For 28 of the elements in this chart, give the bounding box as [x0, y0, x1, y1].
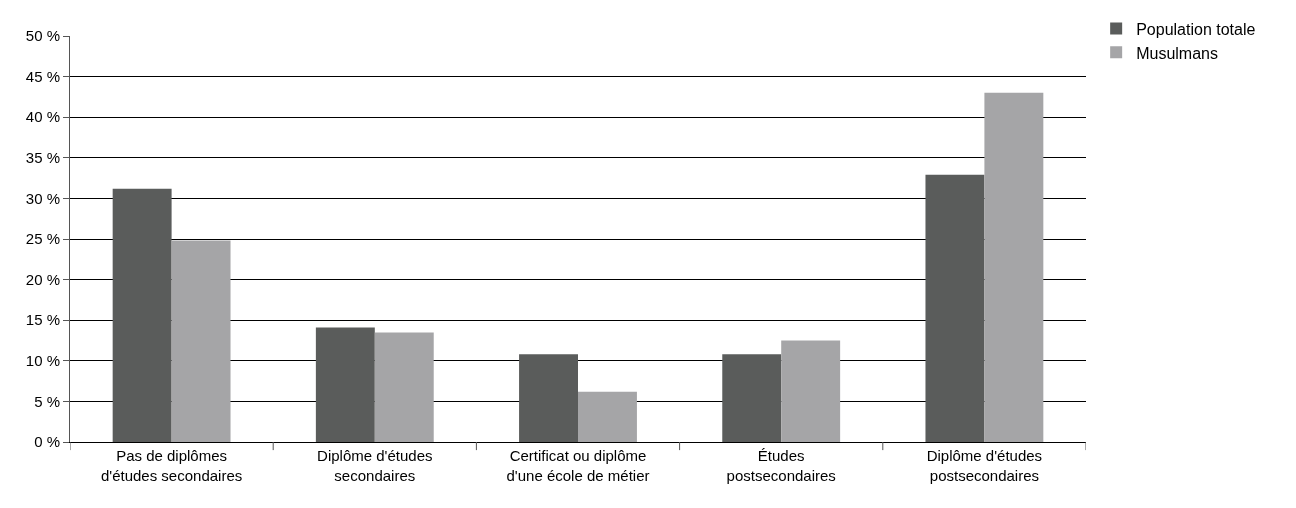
y-tick-label: 20 %: [25, 270, 60, 288]
y-tick-label: 30 %: [25, 189, 60, 207]
y-tick-label: 45 %: [25, 67, 60, 85]
legend-label: Population totale: [1136, 20, 1256, 38]
bar: [315, 327, 375, 442]
y-tick-label: 5 %: [34, 392, 60, 410]
bar: [374, 332, 434, 442]
y-tick-label: 15 %: [25, 311, 60, 329]
bar: [578, 391, 637, 442]
x-tick-label: Pas de diplômes d'études secondaires: [100, 447, 243, 484]
bar: [781, 340, 841, 442]
y-tick-label: 50 %: [25, 27, 60, 45]
x-tick-label: Diplôme d'études secondaires: [317, 447, 433, 484]
y-tick-label: 10 %: [25, 352, 60, 370]
bar: [171, 240, 231, 442]
bar: [925, 174, 985, 442]
legend-label: Musulmans: [1136, 44, 1218, 62]
y-tick-label: 25 %: [25, 230, 60, 248]
y-tick-label: 40 %: [25, 108, 60, 126]
x-tick-label: Diplôme d'études postsecondaires: [926, 447, 1043, 484]
bar: [519, 354, 578, 442]
x-tick-label: Certificat ou diplôme d'une école de métier: [506, 447, 650, 484]
x-tick-label: Études postsecondaires: [726, 447, 836, 484]
y-tick-label: 35 %: [25, 149, 60, 167]
bar: [722, 354, 782, 442]
bar: [984, 92, 1044, 442]
y-tick-label: 0 %: [34, 433, 60, 451]
bar: [112, 188, 172, 442]
